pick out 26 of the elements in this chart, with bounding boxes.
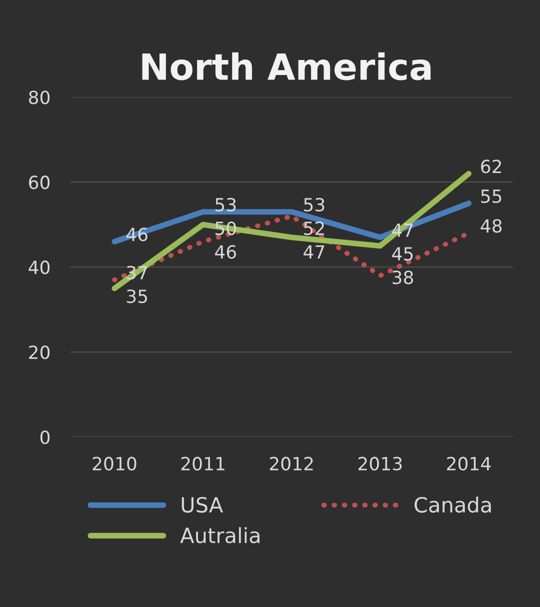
x-tick-label: 2013 xyxy=(358,456,402,470)
data-label: 55 xyxy=(481,190,502,204)
data-label: 46 xyxy=(215,245,236,259)
data-label: 47 xyxy=(392,224,413,237)
legend-label: USA xyxy=(182,496,224,513)
data-label: 53 xyxy=(304,198,324,212)
y-tick-label: 60 xyxy=(29,176,50,190)
x-tick-label: 2014 xyxy=(447,456,491,470)
legend-label: Canada xyxy=(414,496,491,513)
x-tick-label: 2011 xyxy=(181,456,224,470)
y-tick-label: 20 xyxy=(29,346,50,360)
chart-title: North America xyxy=(142,52,431,80)
y-tick-label: 80 xyxy=(29,90,50,104)
data-label: 38 xyxy=(392,270,414,284)
x-tick-label: 2010 xyxy=(92,456,136,470)
x-tick-label: 2012 xyxy=(270,456,313,470)
data-label: 62 xyxy=(481,160,501,174)
data-label: 48 xyxy=(480,219,502,233)
data-label: 47 xyxy=(304,245,324,258)
y-tick-label: 40 xyxy=(28,260,50,274)
y-tick-label: 0 xyxy=(40,430,50,444)
data-label: 53 xyxy=(216,198,236,212)
legend-label: Autralia xyxy=(180,527,260,544)
data-label: 37 xyxy=(126,266,148,280)
data-label: 45 xyxy=(392,247,413,261)
data-label: 35 xyxy=(126,289,147,304)
